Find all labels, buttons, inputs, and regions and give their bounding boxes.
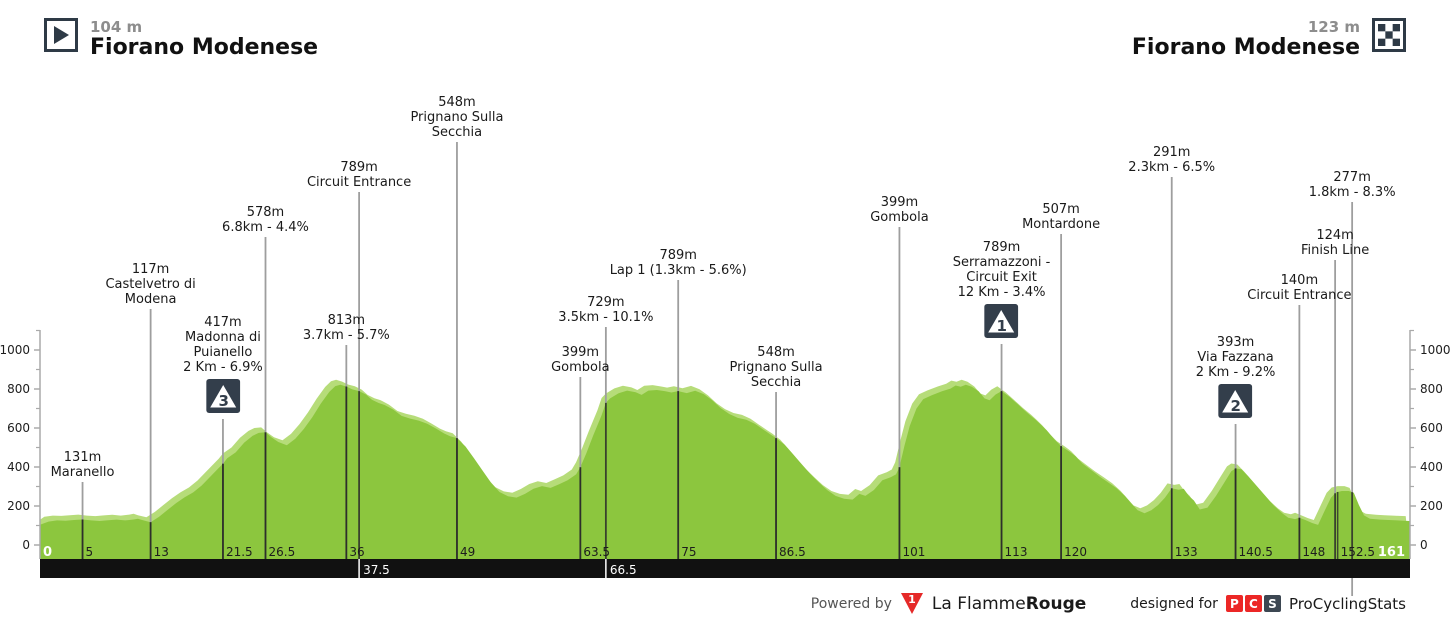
y-tick-label-right: 800 <box>1420 382 1443 396</box>
la-flamme-rouge-icon: 1 <box>900 592 924 615</box>
x-tick-label: 86.5 <box>779 545 806 559</box>
x-tick-label: 120 <box>1064 545 1087 559</box>
x-tick-label: 49 <box>460 545 475 559</box>
pcs-letter-s: S <box>1263 595 1281 612</box>
y-tick-label-right: 200 <box>1420 499 1443 513</box>
start-flag-icon <box>44 18 78 52</box>
finish-elevation: 123 m <box>1307 18 1360 36</box>
x-tick-label: 101 <box>902 545 925 559</box>
x-tick-label: 148 <box>1302 545 1325 559</box>
la-flamme-rouge-wordmark: La FlammeRouge <box>932 594 1086 614</box>
y-tick-label-left: 400 <box>7 460 30 474</box>
pcs-logo-icon: P C S <box>1225 595 1281 612</box>
y-tick-label-left: 800 <box>7 382 30 396</box>
profile-area <box>40 384 1410 559</box>
x-tick-label: 63.5 <box>583 545 610 559</box>
pcs-letter-c: C <box>1244 595 1262 612</box>
lfr-regular: La Flamme <box>931 593 1026 614</box>
finish-town: Fiorano Modenese <box>1131 35 1360 60</box>
distance-bar <box>40 559 1410 578</box>
x-tick-label: 133 <box>1175 545 1198 559</box>
x-tick-label: 161 <box>1378 545 1405 560</box>
svg-text:1: 1 <box>908 593 916 606</box>
powered-by-label: Powered by <box>810 595 892 612</box>
y-tick-label-right: 0 <box>1420 538 1428 552</box>
lfr-bold: Rouge <box>1025 593 1087 614</box>
x-tick-label: 5 <box>86 545 94 559</box>
y-tick-label-left: 0 <box>22 538 30 552</box>
credits-footer: Powered by 1 La FlammeRouge designed for… <box>0 592 1406 615</box>
y-tick-label-right: 1000 <box>1420 343 1450 357</box>
x-tick-label: 152.5 <box>1341 545 1375 559</box>
start-header: 104 m Fiorano Modenese <box>44 18 318 60</box>
finish-flag-icon <box>1372 18 1406 52</box>
bar-tick-label: 37.5 <box>363 563 390 577</box>
x-tick-label: 140.5 <box>1239 545 1273 559</box>
pcs-letter-p: P <box>1225 595 1243 612</box>
pcs-wordmark: ProCyclingStats <box>1288 594 1406 613</box>
start-elevation: 104 m <box>90 18 143 36</box>
y-tick-label-left: 200 <box>7 499 30 513</box>
x-tick-label: 113 <box>1005 545 1028 559</box>
x-tick-label: 13 <box>154 545 169 559</box>
y-tick-label-left: 600 <box>7 421 30 435</box>
x-tick-label: 26.5 <box>268 545 295 559</box>
finish-header: 123 m Fiorano Modenese <box>1132 18 1406 60</box>
x-tick-label: 75 <box>681 545 696 559</box>
designed-for-label: designed for <box>1130 595 1218 612</box>
y-tick-label-left: 1000 <box>0 343 30 357</box>
y-tick-label-right: 600 <box>1420 421 1443 435</box>
x-tick-label: 36 <box>349 545 364 559</box>
bar-tick-label: 66.5 <box>610 563 637 577</box>
x-tick-label: 0 <box>43 545 52 560</box>
y-tick-label-right: 400 <box>1420 460 1443 474</box>
x-tick-label: 21.5 <box>226 545 253 559</box>
start-town: Fiorano Modenese <box>90 35 319 60</box>
